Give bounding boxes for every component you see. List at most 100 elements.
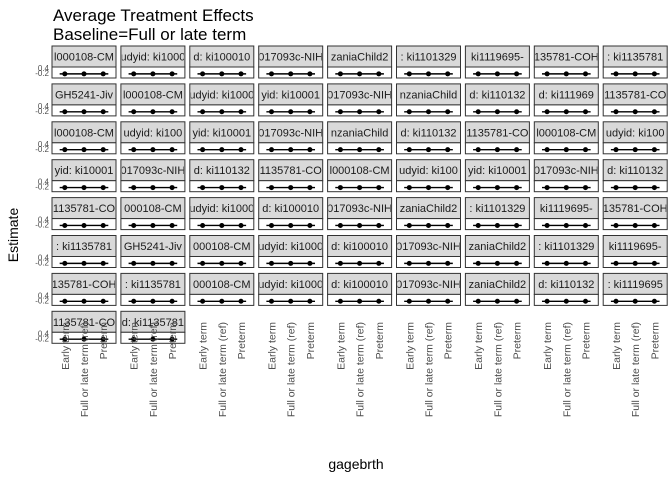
facet-strip-label: d: ki110132 <box>194 165 250 177</box>
data-point <box>269 109 274 115</box>
data-point <box>169 147 175 153</box>
data-point <box>238 71 244 77</box>
y-tick-label: 0.4 <box>38 178 50 187</box>
data-point <box>406 298 412 304</box>
data-point <box>376 222 382 228</box>
facet-strip-label: zaniaChild2 <box>331 52 388 64</box>
data-point <box>200 298 206 304</box>
data-point <box>288 185 294 191</box>
facet-strip-label: 017093c-NIH <box>327 203 392 215</box>
data-point <box>632 222 638 228</box>
data-point <box>583 147 588 153</box>
facet-strip-label: nzaniaChild <box>331 127 388 139</box>
data-point <box>62 260 68 266</box>
data-point <box>445 147 451 153</box>
data-point <box>613 298 619 304</box>
data-point <box>613 260 619 266</box>
x-tick-label: Full or late term (ref) <box>286 322 298 417</box>
data-point <box>288 109 294 115</box>
facet-strip-label: 1135781-CO <box>466 127 529 139</box>
x-tick-label: Full or late term (ref) <box>79 322 91 417</box>
data-point <box>307 185 313 191</box>
data-point <box>445 71 451 77</box>
data-point <box>583 260 588 266</box>
data-point <box>376 147 382 153</box>
data-point <box>81 71 87 77</box>
facet-strip-label: 135781-COH <box>52 279 117 291</box>
y-tick-label: -0.2 <box>35 296 49 305</box>
data-point <box>406 147 412 153</box>
facet-strip-label: GH5241-Jiv <box>124 241 183 253</box>
data-point <box>307 298 313 304</box>
y-tick-label: -0.2 <box>35 221 49 230</box>
data-point <box>426 260 431 266</box>
data-point <box>583 185 588 191</box>
data-point <box>337 298 343 304</box>
facet-strip-label: zaniaChild2 <box>469 279 526 291</box>
data-point <box>337 147 343 153</box>
data-point <box>651 71 657 77</box>
data-point <box>357 298 363 304</box>
data-point <box>494 71 500 77</box>
data-point <box>613 109 619 115</box>
data-point <box>100 222 106 228</box>
data-point <box>406 185 412 191</box>
facet-strip-label: l000108-CM <box>536 127 596 139</box>
x-tick-label: Full or late term (ref) <box>561 322 573 417</box>
data-point <box>269 260 274 266</box>
data-point <box>81 147 87 153</box>
data-point <box>426 147 431 153</box>
facet-strip-label: yid: ki10001 <box>55 165 114 177</box>
data-point <box>563 185 569 191</box>
data-point <box>131 71 137 77</box>
facet-strip-label: 017093c-NIH <box>258 127 323 139</box>
facet-strip-label: l000108-CM <box>54 52 114 64</box>
facet-strip-label: l000108-CM <box>123 89 183 101</box>
data-point <box>238 298 244 304</box>
x-tick-label: Preterm <box>649 322 661 360</box>
data-point <box>269 298 274 304</box>
facet-strip-label: 135781-COH <box>603 203 668 215</box>
data-point <box>100 109 106 115</box>
data-point <box>445 109 451 115</box>
data-point <box>131 336 137 342</box>
x-tick-label: Preterm <box>167 322 179 360</box>
facet-strip-label: d: ki1135781 <box>122 317 184 329</box>
data-point <box>337 260 343 266</box>
facet-strip-label: d: ki111969 <box>539 89 594 101</box>
data-point <box>357 260 363 266</box>
data-point <box>150 260 156 266</box>
data-point <box>219 298 225 304</box>
data-point <box>563 109 569 115</box>
x-axis-title: gagebrth <box>328 456 384 472</box>
facet-strip-label: udyid: ki100 <box>606 127 665 139</box>
facet-strip-label: udyid: ki1000 <box>258 279 323 291</box>
facet-strip-label: l000108-CM <box>330 165 390 177</box>
data-point <box>494 298 500 304</box>
data-point <box>169 222 175 228</box>
x-tick-label: Full or late term (ref) <box>355 322 367 417</box>
data-point <box>169 109 175 115</box>
data-point <box>445 222 451 228</box>
data-point <box>544 222 550 228</box>
data-point <box>100 71 106 77</box>
data-point <box>494 147 500 153</box>
data-point <box>307 222 313 228</box>
data-point <box>62 185 68 191</box>
facet-strip-label: 1135781-CO <box>604 89 667 101</box>
y-tick-label: -0.2 <box>35 107 49 116</box>
data-point <box>100 298 106 304</box>
data-point <box>613 71 619 77</box>
data-point <box>200 185 206 191</box>
data-point <box>288 222 294 228</box>
data-point <box>307 147 313 153</box>
data-point <box>406 222 412 228</box>
data-point <box>445 260 451 266</box>
data-point <box>81 336 87 342</box>
x-tick-label: Full or late term (ref) <box>492 322 504 417</box>
data-point <box>514 109 520 115</box>
data-point <box>563 147 569 153</box>
data-point <box>514 147 520 153</box>
facet-strip-label: 1135781-CO <box>53 203 116 215</box>
